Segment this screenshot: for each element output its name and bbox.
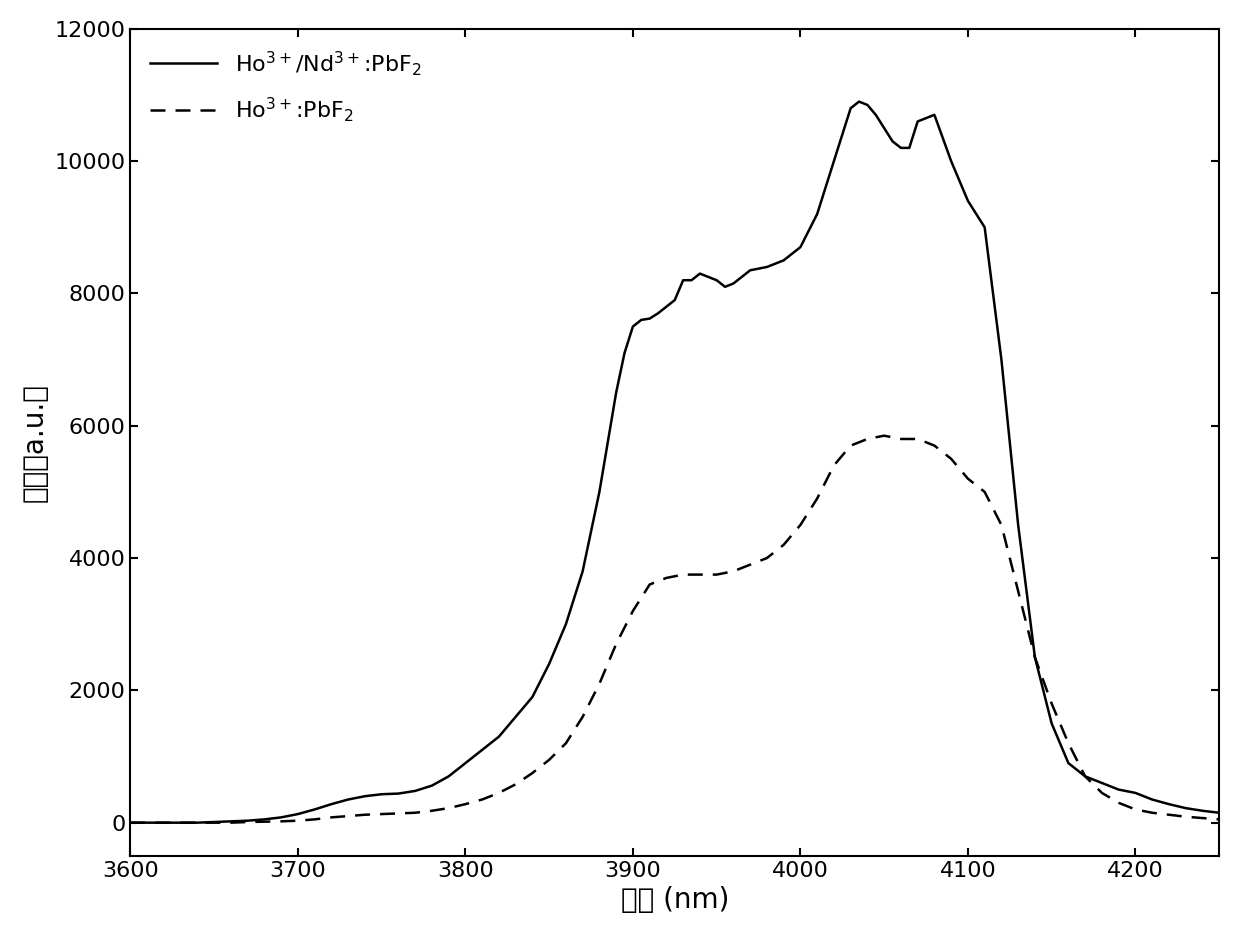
Ho$^{3+}$:PbF$_2$ <box>123 817 138 828</box>
Ho$^{3+}$/Nd$^{3+}$:PbF$_2$ <box>123 817 138 828</box>
Ho$^{3+}$/Nd$^{3+}$:PbF$_2$ <box>961 195 976 207</box>
Y-axis label: 强度（a.u.）: 强度（a.u.） <box>21 382 48 502</box>
Ho$^{3+}$/Nd$^{3+}$:PbF$_2$ <box>1095 777 1110 788</box>
Ho$^{3+}$:PbF$_2$ <box>743 559 758 570</box>
Ho$^{3+}$/Nd$^{3+}$:PbF$_2$ <box>928 109 942 121</box>
Ho$^{3+}$:PbF$_2$ <box>877 430 892 441</box>
Ho$^{3+}$:PbF$_2$ <box>591 678 606 689</box>
Ho$^{3+}$/Nd$^{3+}$:PbF$_2$ <box>852 96 867 108</box>
Legend: Ho$^{3+}$/Nd$^{3+}$:PbF$_2$, Ho$^{3+}$:PbF$_2$: Ho$^{3+}$/Nd$^{3+}$:PbF$_2$, Ho$^{3+}$:P… <box>141 40 430 133</box>
Ho$^{3+}$:PbF$_2$ <box>843 440 858 452</box>
Ho$^{3+}$/Nd$^{3+}$:PbF$_2$ <box>257 813 272 825</box>
Ho$^{3+}$/Nd$^{3+}$:PbF$_2$ <box>977 222 992 233</box>
Ho$^{3+}$:PbF$_2$ <box>676 569 691 581</box>
Ho$^{3+}$:PbF$_2$ <box>290 815 305 827</box>
Ho$^{3+}$/Nd$^{3+}$:PbF$_2$ <box>1211 807 1226 818</box>
Line: Ho$^{3+}$:PbF$_2$: Ho$^{3+}$:PbF$_2$ <box>130 436 1219 823</box>
X-axis label: 波长 (nm): 波长 (nm) <box>620 886 729 914</box>
Ho$^{3+}$/Nd$^{3+}$:PbF$_2$ <box>1011 519 1025 530</box>
Line: Ho$^{3+}$/Nd$^{3+}$:PbF$_2$: Ho$^{3+}$/Nd$^{3+}$:PbF$_2$ <box>130 102 1219 823</box>
Ho$^{3+}$:PbF$_2$ <box>1211 813 1226 825</box>
Ho$^{3+}$:PbF$_2$ <box>827 460 842 471</box>
